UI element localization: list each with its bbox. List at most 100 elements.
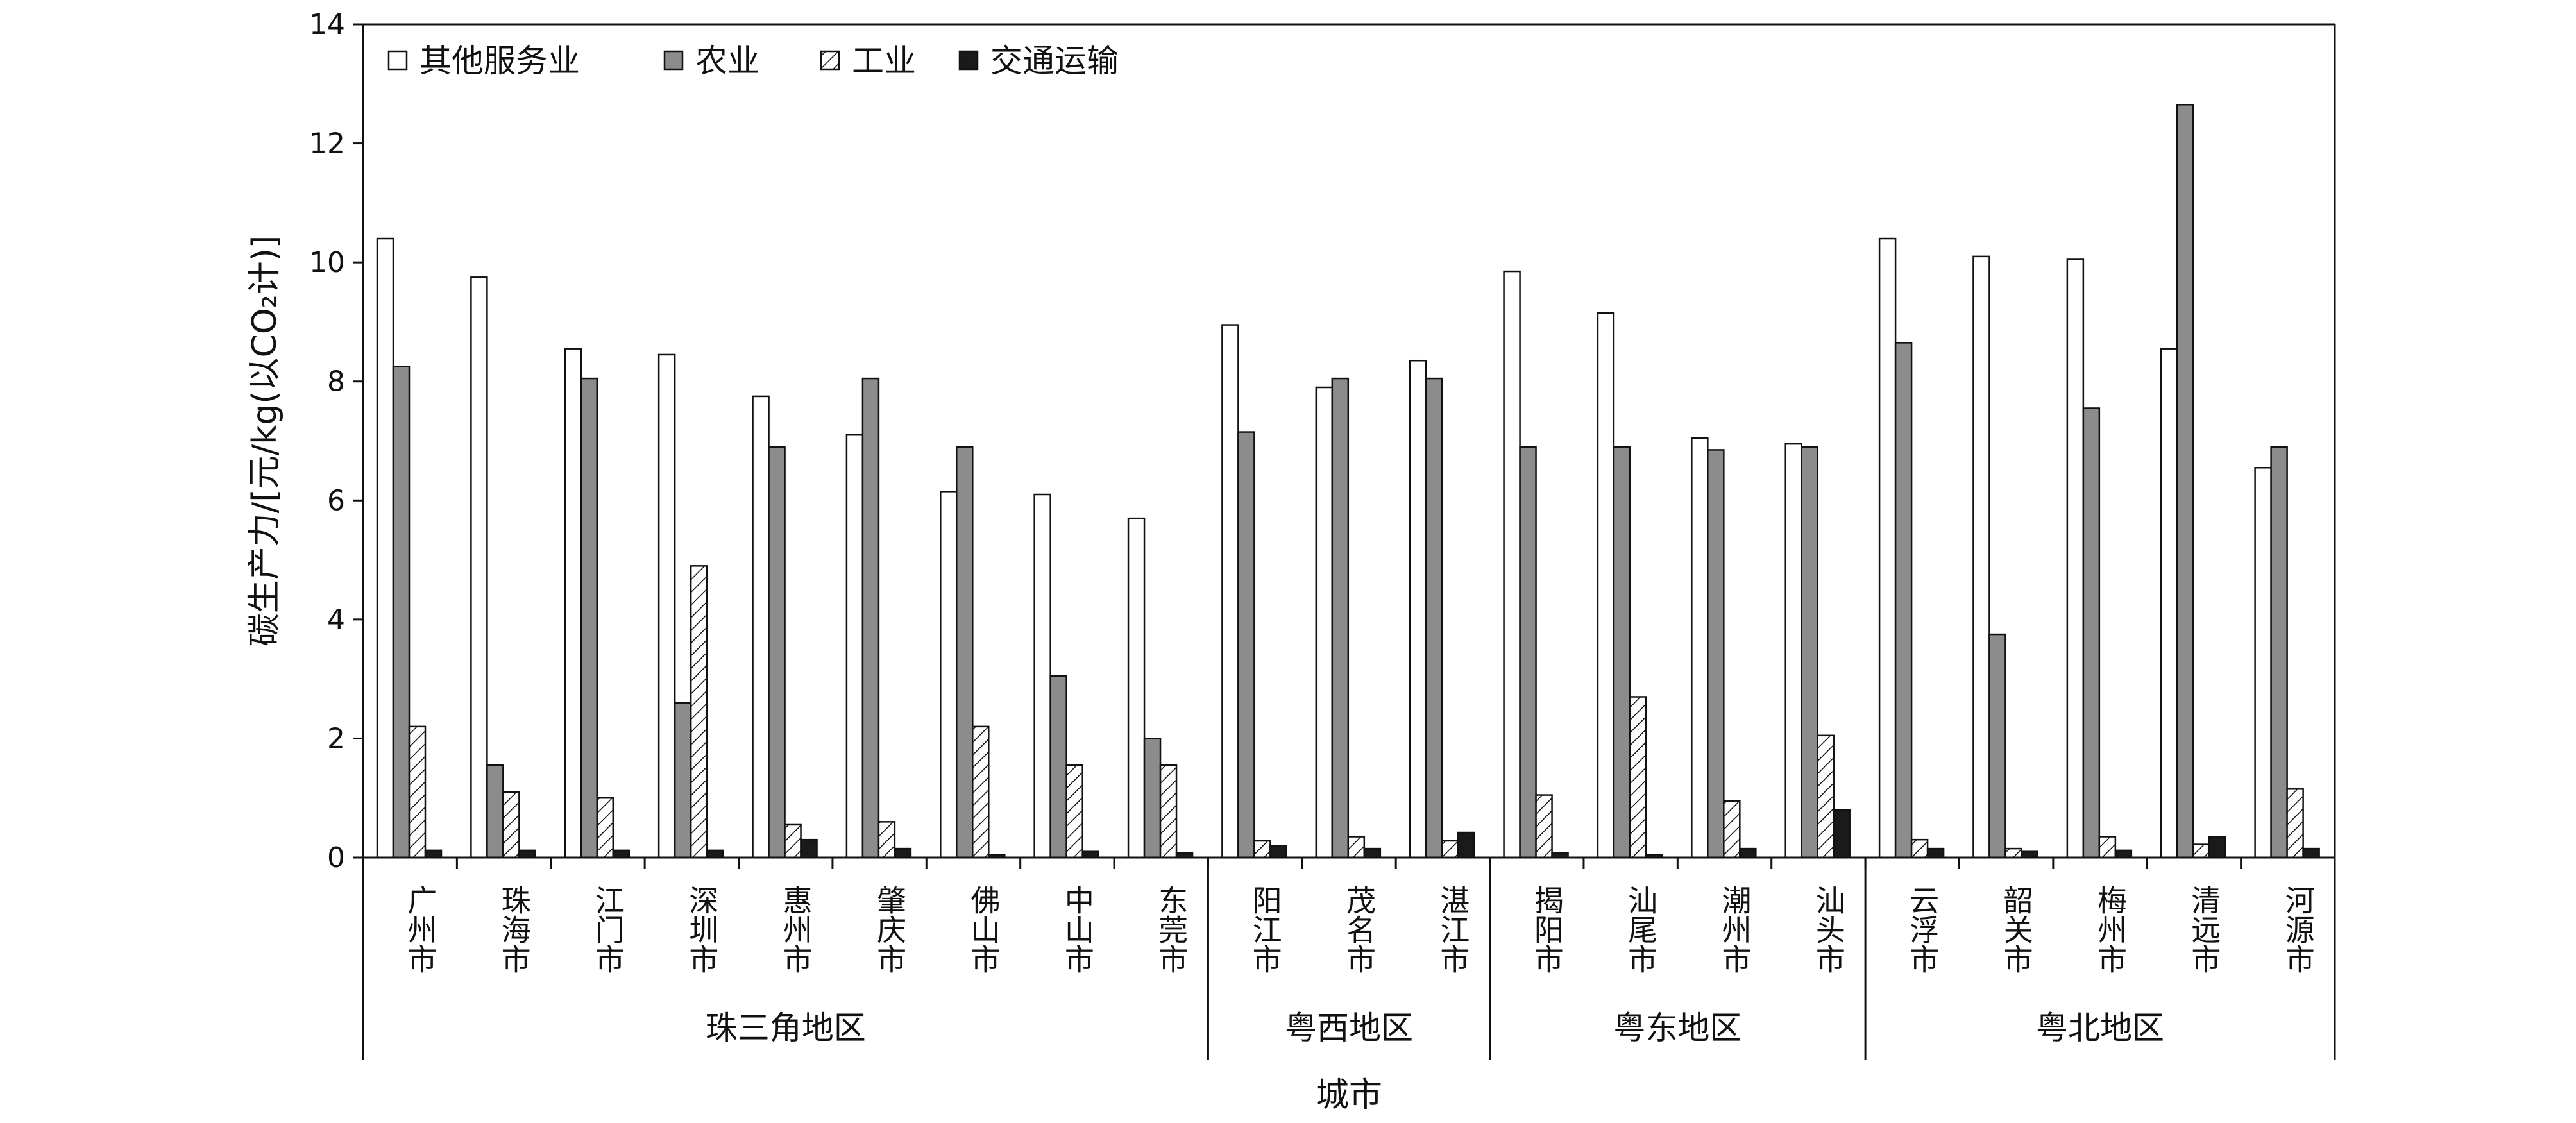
y-tick-label: 2: [327, 722, 345, 755]
bar: [1613, 446, 1631, 859]
city-label: 惠州市: [779, 885, 813, 974]
region-label: 粤北地区: [2036, 1009, 2164, 1047]
bar: [518, 849, 536, 859]
bar: [2160, 348, 2178, 859]
city-label: 佛山市: [966, 885, 1001, 974]
bar: [1409, 359, 1427, 859]
legend-label: 农业: [695, 42, 759, 80]
bar: [674, 702, 692, 859]
bar: [1878, 237, 1897, 859]
bar: [1926, 847, 1945, 859]
bar: [1253, 840, 1271, 859]
bar: [2254, 467, 2272, 859]
bar: [392, 366, 411, 859]
city-label: 广州市: [403, 885, 437, 974]
bar: [752, 395, 770, 859]
bar: [956, 446, 974, 859]
bar: [972, 725, 990, 859]
bar: [2192, 843, 2210, 859]
bar: [845, 434, 864, 859]
bar: [861, 377, 880, 859]
bar: [2208, 836, 2226, 859]
bar: [2004, 847, 2022, 859]
bar: [1159, 764, 1178, 859]
y-tick-label: 0: [327, 841, 345, 874]
bar: [1707, 449, 1725, 859]
bar: [784, 823, 802, 859]
y-axis-title: 碳生产力/[元/kg(以CO₂计)]: [246, 235, 284, 646]
bar: [894, 847, 912, 859]
legend-swatch: [387, 50, 408, 71]
bar: [1127, 517, 1146, 859]
bar: [470, 276, 488, 859]
bar: [1894, 342, 1913, 859]
bar: [877, 821, 896, 859]
bar: [1597, 312, 1615, 859]
bar: [2098, 836, 2117, 859]
bar: [1143, 738, 1162, 859]
bar: [408, 725, 427, 859]
bar: [2066, 258, 2085, 859]
bar: [1441, 840, 1459, 859]
city-label: 汕尾市: [1623, 885, 1658, 974]
legend-label: 交通运输: [990, 42, 1119, 80]
bar: [2302, 847, 2320, 859]
bar: [1363, 847, 1382, 859]
bar: [2176, 104, 2194, 859]
bar: [1065, 764, 1083, 859]
bar: [596, 797, 614, 859]
bar: [1457, 831, 1475, 859]
bar: [1347, 836, 1366, 859]
legend-label: 其他服务业: [419, 42, 580, 80]
bar: [1221, 324, 1239, 859]
city-label: 珠海市: [497, 885, 532, 974]
legend-swatch: [958, 50, 979, 71]
city-label: 韶关市: [1999, 885, 2034, 974]
bar: [1691, 437, 1709, 859]
city-label: 阳江市: [1248, 885, 1283, 974]
city-label: 揭阳市: [1530, 885, 1564, 974]
city-label: 云浮市: [1905, 885, 1940, 974]
y-tick-label: 14: [309, 8, 345, 41]
bar: [1784, 443, 1802, 859]
bar: [657, 353, 676, 859]
bar: [1910, 838, 1929, 859]
bar: [1425, 377, 1443, 859]
bar: [1519, 446, 1537, 859]
region-label: 粤东地区: [1613, 1009, 1741, 1047]
y-tick-label: 10: [309, 246, 345, 279]
bar: [1739, 847, 1757, 859]
city-label: 茂名市: [1342, 885, 1377, 974]
city-label: 梅州市: [2093, 885, 2128, 974]
bar: [486, 764, 504, 859]
bar: [706, 849, 724, 859]
bar: [502, 791, 520, 859]
city-label: 江门市: [591, 885, 625, 974]
region-label: 珠三角地区: [706, 1009, 866, 1047]
bar: [2082, 407, 2101, 859]
bar: [1503, 270, 1521, 859]
bar: [1833, 809, 1851, 859]
legend-label: 工业: [852, 42, 916, 80]
bar: [564, 348, 582, 859]
bar: [1331, 377, 1350, 859]
y-tick-label: 6: [327, 484, 345, 517]
bar: [2286, 788, 2304, 859]
bar: [1972, 255, 1990, 859]
bar: [1801, 446, 1818, 859]
city-label: 湛江市: [1436, 885, 1470, 974]
bar: [1535, 794, 1553, 859]
city-label: 汕头市: [1811, 885, 1846, 974]
bar: [1817, 734, 1835, 859]
legend-swatch: [820, 50, 840, 71]
bar: [800, 838, 818, 859]
legend-swatch: [663, 50, 684, 71]
bar: [1033, 493, 1051, 859]
bar: [2114, 849, 2133, 859]
city-label: 中山市: [1060, 885, 1095, 974]
city-label: 潮州市: [1718, 885, 1752, 974]
city-label: 深圳市: [684, 885, 719, 974]
bar: [1269, 845, 1287, 859]
city-label: 肇庆市: [872, 885, 907, 974]
